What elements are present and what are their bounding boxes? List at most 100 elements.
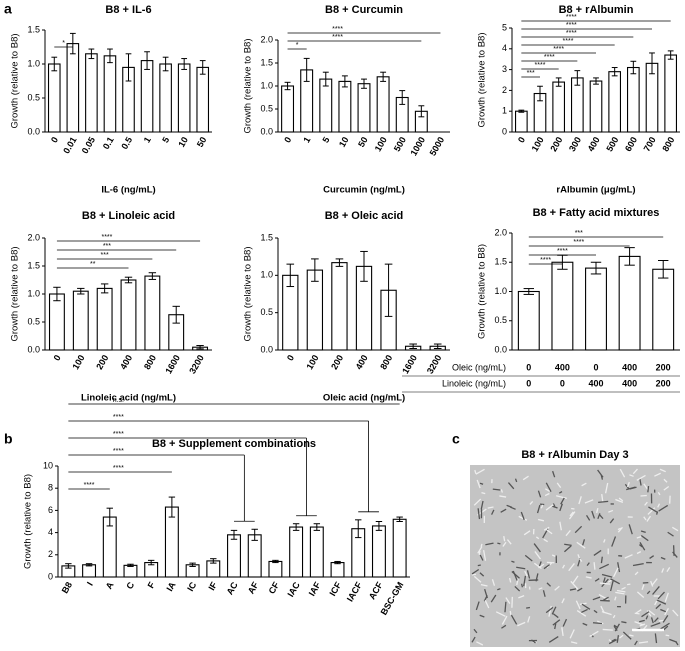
y-tick-label: 0.0 [260,344,273,354]
y-tick-label: 0.5 [27,316,40,326]
cell [499,495,507,498]
x-tick-label: 400 [118,353,134,371]
cell [492,488,501,491]
cell [514,585,521,592]
x-tick-label: 0 [52,353,63,362]
y-tick-label: 0.5 [494,315,507,325]
panel-label: a [4,1,12,17]
comparison-label: **** [566,14,577,21]
cell [480,583,488,587]
x-tick-label: 800 [142,353,158,371]
y-tick-label: 4 [48,527,53,537]
cell [649,555,655,560]
comparison-label: **** [573,239,584,246]
cell [477,564,481,567]
cell [487,506,494,509]
cell [552,619,561,626]
cell [599,563,610,570]
cell [517,621,526,627]
x-tick-label: 1600 [400,353,419,375]
bar [140,60,154,133]
comparison-label: *** [575,230,583,237]
y-tick-label: 0.0 [27,126,40,136]
cell [614,596,617,601]
cell [536,504,541,514]
cell [672,609,679,617]
cell [667,531,674,537]
cell [610,578,621,585]
x-axis-label: IL-6 (ng/mL) [101,185,155,196]
cell [611,536,617,547]
bar [177,63,191,133]
cell [629,474,634,477]
cell [545,528,553,535]
comparison-label: **** [540,257,551,264]
bar [48,293,65,351]
bar [103,55,117,133]
cell [617,527,622,531]
table-cell: 0 [526,362,531,372]
cell [548,605,552,617]
cell [618,497,624,502]
cell [635,609,642,614]
x-tick-label: 200 [329,353,345,371]
y-tick-label: 5 [502,22,507,32]
cell [658,619,665,622]
cell [643,483,649,491]
cell [646,590,651,595]
x-tick-label: IA [165,580,178,593]
cell [665,634,670,637]
cell [537,490,542,498]
x-tick-label: A [104,580,116,591]
cell [475,601,480,611]
cell [505,597,511,604]
bar-chart: B8 + Linoleic acid Growth (relative to B8… [10,210,212,404]
cell [576,610,587,617]
bar [120,279,137,351]
cell [589,630,599,637]
cell [652,586,660,595]
cell [542,590,546,597]
cell [617,562,621,573]
cell [543,538,548,543]
comparison-label: **** [84,482,95,489]
cell [476,641,484,646]
cell [646,515,652,522]
cell [658,504,669,512]
cell [491,579,496,586]
cell [526,606,531,609]
x-tick-label: 5000 [428,135,447,157]
bar [589,80,603,133]
cell [639,623,646,627]
bar [196,66,210,133]
table-cell: 400 [588,378,603,388]
cell [593,549,602,556]
cell [626,481,630,488]
x-axis-label: Linoleic acid (ng/mL) [81,393,176,404]
bar-chart: B8 + Supplement combinations Growth (rela… [23,397,410,617]
cell [593,562,596,570]
chart-title: B8 + IL-6 [105,4,151,16]
cell [615,591,625,595]
cell [516,578,519,586]
cell [554,623,557,630]
cell [477,546,483,554]
x-tick-label: I [85,580,95,587]
x-tick-label: IAC [285,580,302,599]
cell [641,584,645,590]
chart-title: B8 + Supplement combinations [152,438,316,450]
cell [579,602,587,606]
chart-title: B8 + Fatty acid mixtures [533,207,660,219]
cell [591,510,595,519]
chart-title: B8 + Curcumin [325,4,403,16]
comparison-label: **** [535,62,546,69]
cell [574,525,583,534]
cell [615,498,624,503]
y-tick-label: 1 [502,106,507,116]
cell [516,566,526,570]
cell [634,571,639,576]
cell [628,524,633,535]
cell [613,625,618,632]
cell [569,588,577,591]
cell [543,564,550,570]
